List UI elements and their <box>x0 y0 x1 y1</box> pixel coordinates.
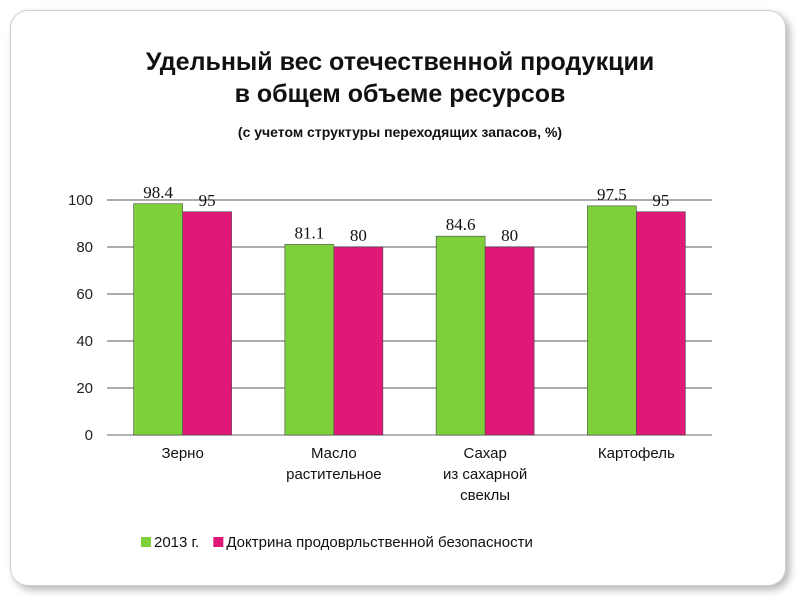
bar <box>133 203 183 436</box>
data-label: 98.4 <box>143 183 173 202</box>
bar <box>182 211 232 436</box>
bar <box>284 244 335 436</box>
y-tick-label: 40 <box>76 333 93 350</box>
y-tick-label: 0 <box>85 427 93 444</box>
legend-swatch <box>213 537 224 547</box>
y-tick-label: 20 <box>76 380 93 397</box>
x-category-label: Картофель <box>598 445 675 462</box>
chart-title-line-1: Удельный вес отечественной продукции <box>145 48 655 76</box>
data-label: 80 <box>501 226 518 245</box>
legend-swatch <box>141 537 151 547</box>
data-label: 97.5 <box>597 185 627 204</box>
bar <box>587 205 637 436</box>
chart-title-line-2: в общем объеме ресурсов <box>234 80 566 108</box>
data-label: 81.1 <box>295 223 325 242</box>
data-label: 95 <box>652 191 669 210</box>
bar <box>435 235 486 436</box>
y-tick-label: 60 <box>76 286 93 303</box>
legend-label: 2013 г. <box>154 534 199 551</box>
y-axis: 0 20 40 60 80 100 <box>68 192 93 444</box>
data-label: 80 <box>350 226 367 245</box>
legend: 2013 г. Доктрина продоврльственной безопа… <box>141 534 533 551</box>
data-labels: 98.4 95 81.1 80 84.6 80 97.5 95 <box>143 183 669 245</box>
chart-title: Удельный вес отечественной продукции в о… <box>0 46 800 110</box>
y-tick-label: 100 <box>68 192 93 209</box>
data-label: 84.6 <box>446 215 476 234</box>
x-category-label: свеклы <box>460 487 510 504</box>
chart-subtitle: (с учетом структуры переходящих запасов,… <box>237 124 563 140</box>
x-category-label: из сахарной <box>443 466 527 483</box>
x-axis: Зерно Масло растительное Сахар из сахарной св… <box>161 445 675 504</box>
data-label: 95 <box>199 191 216 210</box>
bar <box>333 246 384 436</box>
bars <box>133 203 686 436</box>
x-category-label: Зерно <box>161 445 203 462</box>
bar <box>484 246 535 436</box>
y-tick-label: 80 <box>76 239 93 256</box>
bar <box>636 211 686 436</box>
legend-label: Доктрина продоврльственной безопасности <box>226 534 533 551</box>
x-category-label: Сахар <box>463 445 506 462</box>
x-category-label: Масло <box>311 445 357 462</box>
x-category-label: растительное <box>286 466 382 483</box>
